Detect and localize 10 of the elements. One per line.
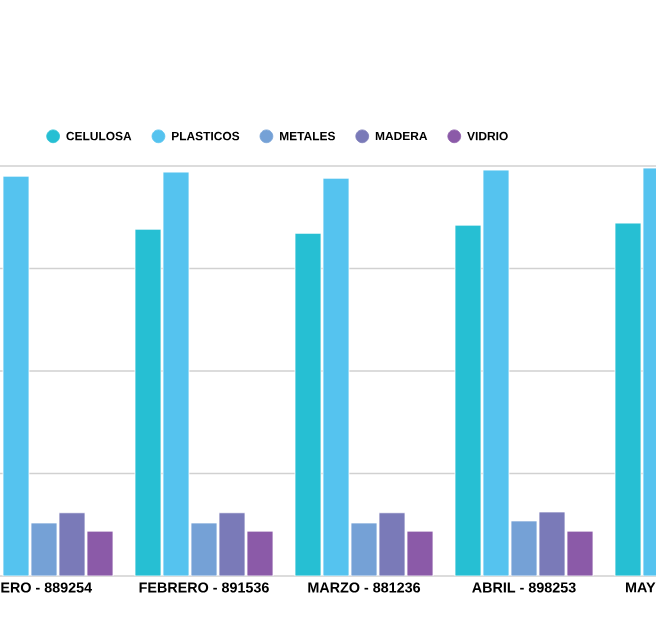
bar bbox=[219, 512, 245, 576]
bar bbox=[378, 512, 406, 576]
bar bbox=[294, 232, 322, 576]
bar bbox=[135, 229, 161, 576]
bar bbox=[2, 175, 30, 576]
bar bbox=[163, 172, 189, 576]
bar bbox=[482, 169, 510, 576]
bar bbox=[58, 512, 86, 576]
bar bbox=[322, 177, 350, 576]
bar bbox=[454, 224, 482, 576]
